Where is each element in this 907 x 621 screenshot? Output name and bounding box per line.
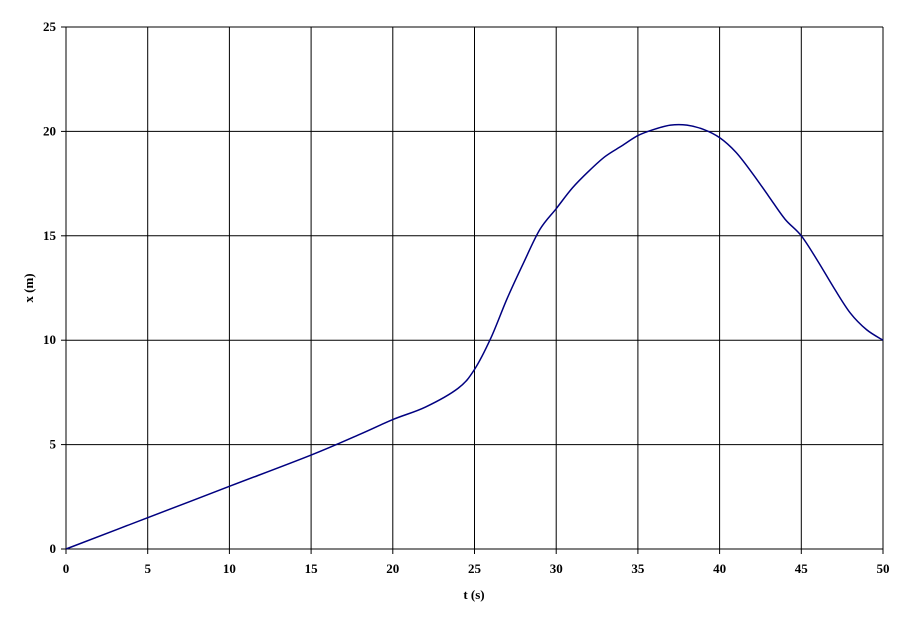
x-tick-label: 10 [223,561,236,576]
y-tick-label: 10 [43,332,56,347]
y-tick-label: 20 [43,123,56,138]
y-axis-ticks: 0 5 10 15 20 25 [43,19,66,556]
x-axis-title: t (s) [463,587,484,602]
series-line [65,123,884,550]
x-tick-label: 0 [63,561,70,576]
x-tick-label: 20 [386,561,399,576]
series-layer [65,123,884,550]
x-tick-label: 40 [713,561,726,576]
y-tick-label: 0 [50,541,57,556]
y-tick-label: 25 [43,19,57,34]
x-tick-label: 35 [631,561,645,576]
y-axis-title: x (m) [21,273,36,302]
x-tick-label: 50 [877,561,890,576]
x-tick-label: 30 [550,561,563,576]
y-tick-label: 5 [50,437,57,452]
x-tick-label: 45 [795,561,809,576]
y-tick-label: 15 [43,228,57,243]
x-tick-label: 25 [468,561,482,576]
x-axis-ticks: 0 5 10 15 20 25 30 35 40 45 50 [63,549,890,576]
x-tick-label: 15 [305,561,319,576]
x-tick-label: 5 [144,561,151,576]
grid [65,26,884,550]
